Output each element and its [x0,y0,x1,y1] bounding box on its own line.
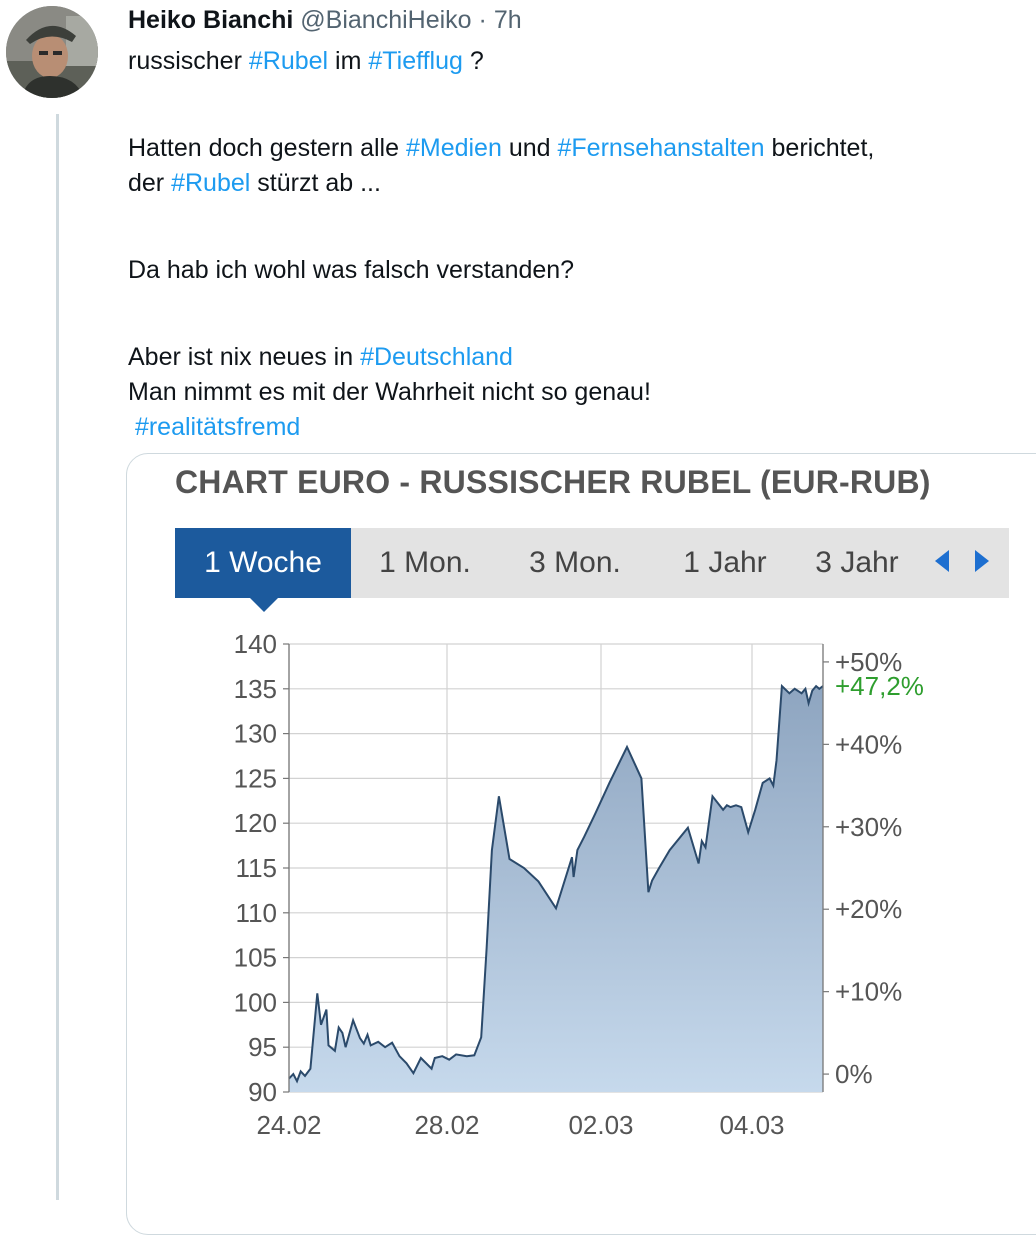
y-tick-label: 120 [234,808,277,838]
y2-tick-label: +50% [835,647,902,677]
y-tick-label: 135 [234,674,277,704]
hashtag-rubel-2[interactable]: #Rubel [171,169,251,197]
y-tick-label: 140 [234,629,277,659]
y-tick-label: 95 [248,1032,277,1062]
arrow-left-icon[interactable] [935,550,949,572]
tweet-timestamp[interactable]: 7h [493,6,522,34]
text-segment: Aber ist nix neues in [128,343,361,371]
x-tick-label: 04.03 [719,1110,784,1140]
y-tick-label: 110 [236,898,277,928]
tab-1-mon[interactable]: 1 Mon. [379,546,471,579]
hashtag-rubel[interactable]: #Rubel [248,47,329,75]
y-tick-label: 115 [236,853,277,883]
arrow-right-icon[interactable] [975,550,989,572]
y-tick-label: 125 [234,763,277,793]
avatar-image [6,6,98,98]
y2-tick-label: +20% [835,894,902,924]
text-segment: und [501,134,558,162]
text-segment: der [128,169,172,197]
tab-3-mon[interactable]: 3 Mon. [529,546,621,579]
avatar[interactable] [6,6,98,98]
x-tick-label: 28.02 [414,1110,479,1140]
author-name[interactable]: Heiko Bianchi [128,6,294,34]
hashtag-fernsehanstalten[interactable]: #Fernsehanstalten [557,134,765,162]
current-pct-label: +47,2% [835,671,924,701]
x-tick-label: 24.02 [256,1110,321,1140]
hashtag-medien[interactable]: #Medien [405,134,502,162]
text-segment: stürzt ab ... [250,169,381,197]
series-line [288,683,824,1084]
y2-tick-label: 0% [835,1059,873,1089]
active-tab-pointer [250,598,278,612]
hashtag-realitaetsfremd[interactable]: #realitätsfremd [134,413,301,441]
chart-title: CHART EURO - RUSSISCHER RUBEL (EUR-RUB) [175,464,931,500]
tweet-line-3: der #Rubel stürzt ab ... [128,166,1028,201]
y-tick-label: 105 [234,943,277,973]
y2-tick-label: +40% [835,729,902,759]
period-tabbar: 1 Woche 1 Mon. 3 Mon. 1 Jahr 3 Jahr [175,528,1009,612]
thread-line [56,114,59,1200]
tweet-line-5: Aber ist nix neues in #Deutschland [128,340,1028,375]
tweet-line-6: Man nimmt es mit der Wahrheit nicht so g… [128,378,651,406]
text-segment: russischer [128,47,249,75]
y-tick-label: 100 [234,987,277,1017]
tweet-line-7: #realitätsfremd [128,410,1028,445]
tab-1-woche[interactable]: 1 Woche [175,528,351,598]
y-tick-label: 90 [248,1077,277,1107]
y-tick-label: 130 [234,719,277,749]
tab-1-jahr[interactable]: 1 Jahr [683,546,767,579]
tweet-line-4: Da hab ich wohl was falsch verstanden? [128,256,575,284]
tab-3-jahr[interactable]: 3 Jahr [815,546,899,579]
tweet-header: Heiko Bianchi @BianchiHeiko · 7h [128,4,522,36]
tweet-line-2: Hatten doch gestern alle #Medien und #Fe… [128,131,1028,166]
text-segment: ? [462,47,484,75]
meta-separator: · [478,6,487,34]
text-segment: Hatten doch gestern alle [128,134,406,162]
author-handle[interactable]: @BianchiHeiko [300,6,472,34]
tweet-media-card[interactable]: CHART EURO - RUSSISCHER RUBEL (EUR-RUB) … [126,453,1036,1235]
hashtag-deutschland[interactable]: #Deutschland [360,343,513,371]
x-tick-label: 02.03 [568,1110,633,1140]
tweet-line-1: russischer #Rubel im #Tiefflug ? [128,44,1028,79]
hashtag-tiefflug[interactable]: #Tiefflug [368,47,463,75]
y2-tick-label: +10% [835,977,902,1007]
series-area [289,686,823,1092]
text-segment: berichtet, [764,134,875,162]
tweet-text: russischer #Rubel im #Tiefflug ? Hatten … [128,44,1028,445]
text-segment: im [328,47,369,75]
y2-tick-label: +30% [835,812,902,842]
